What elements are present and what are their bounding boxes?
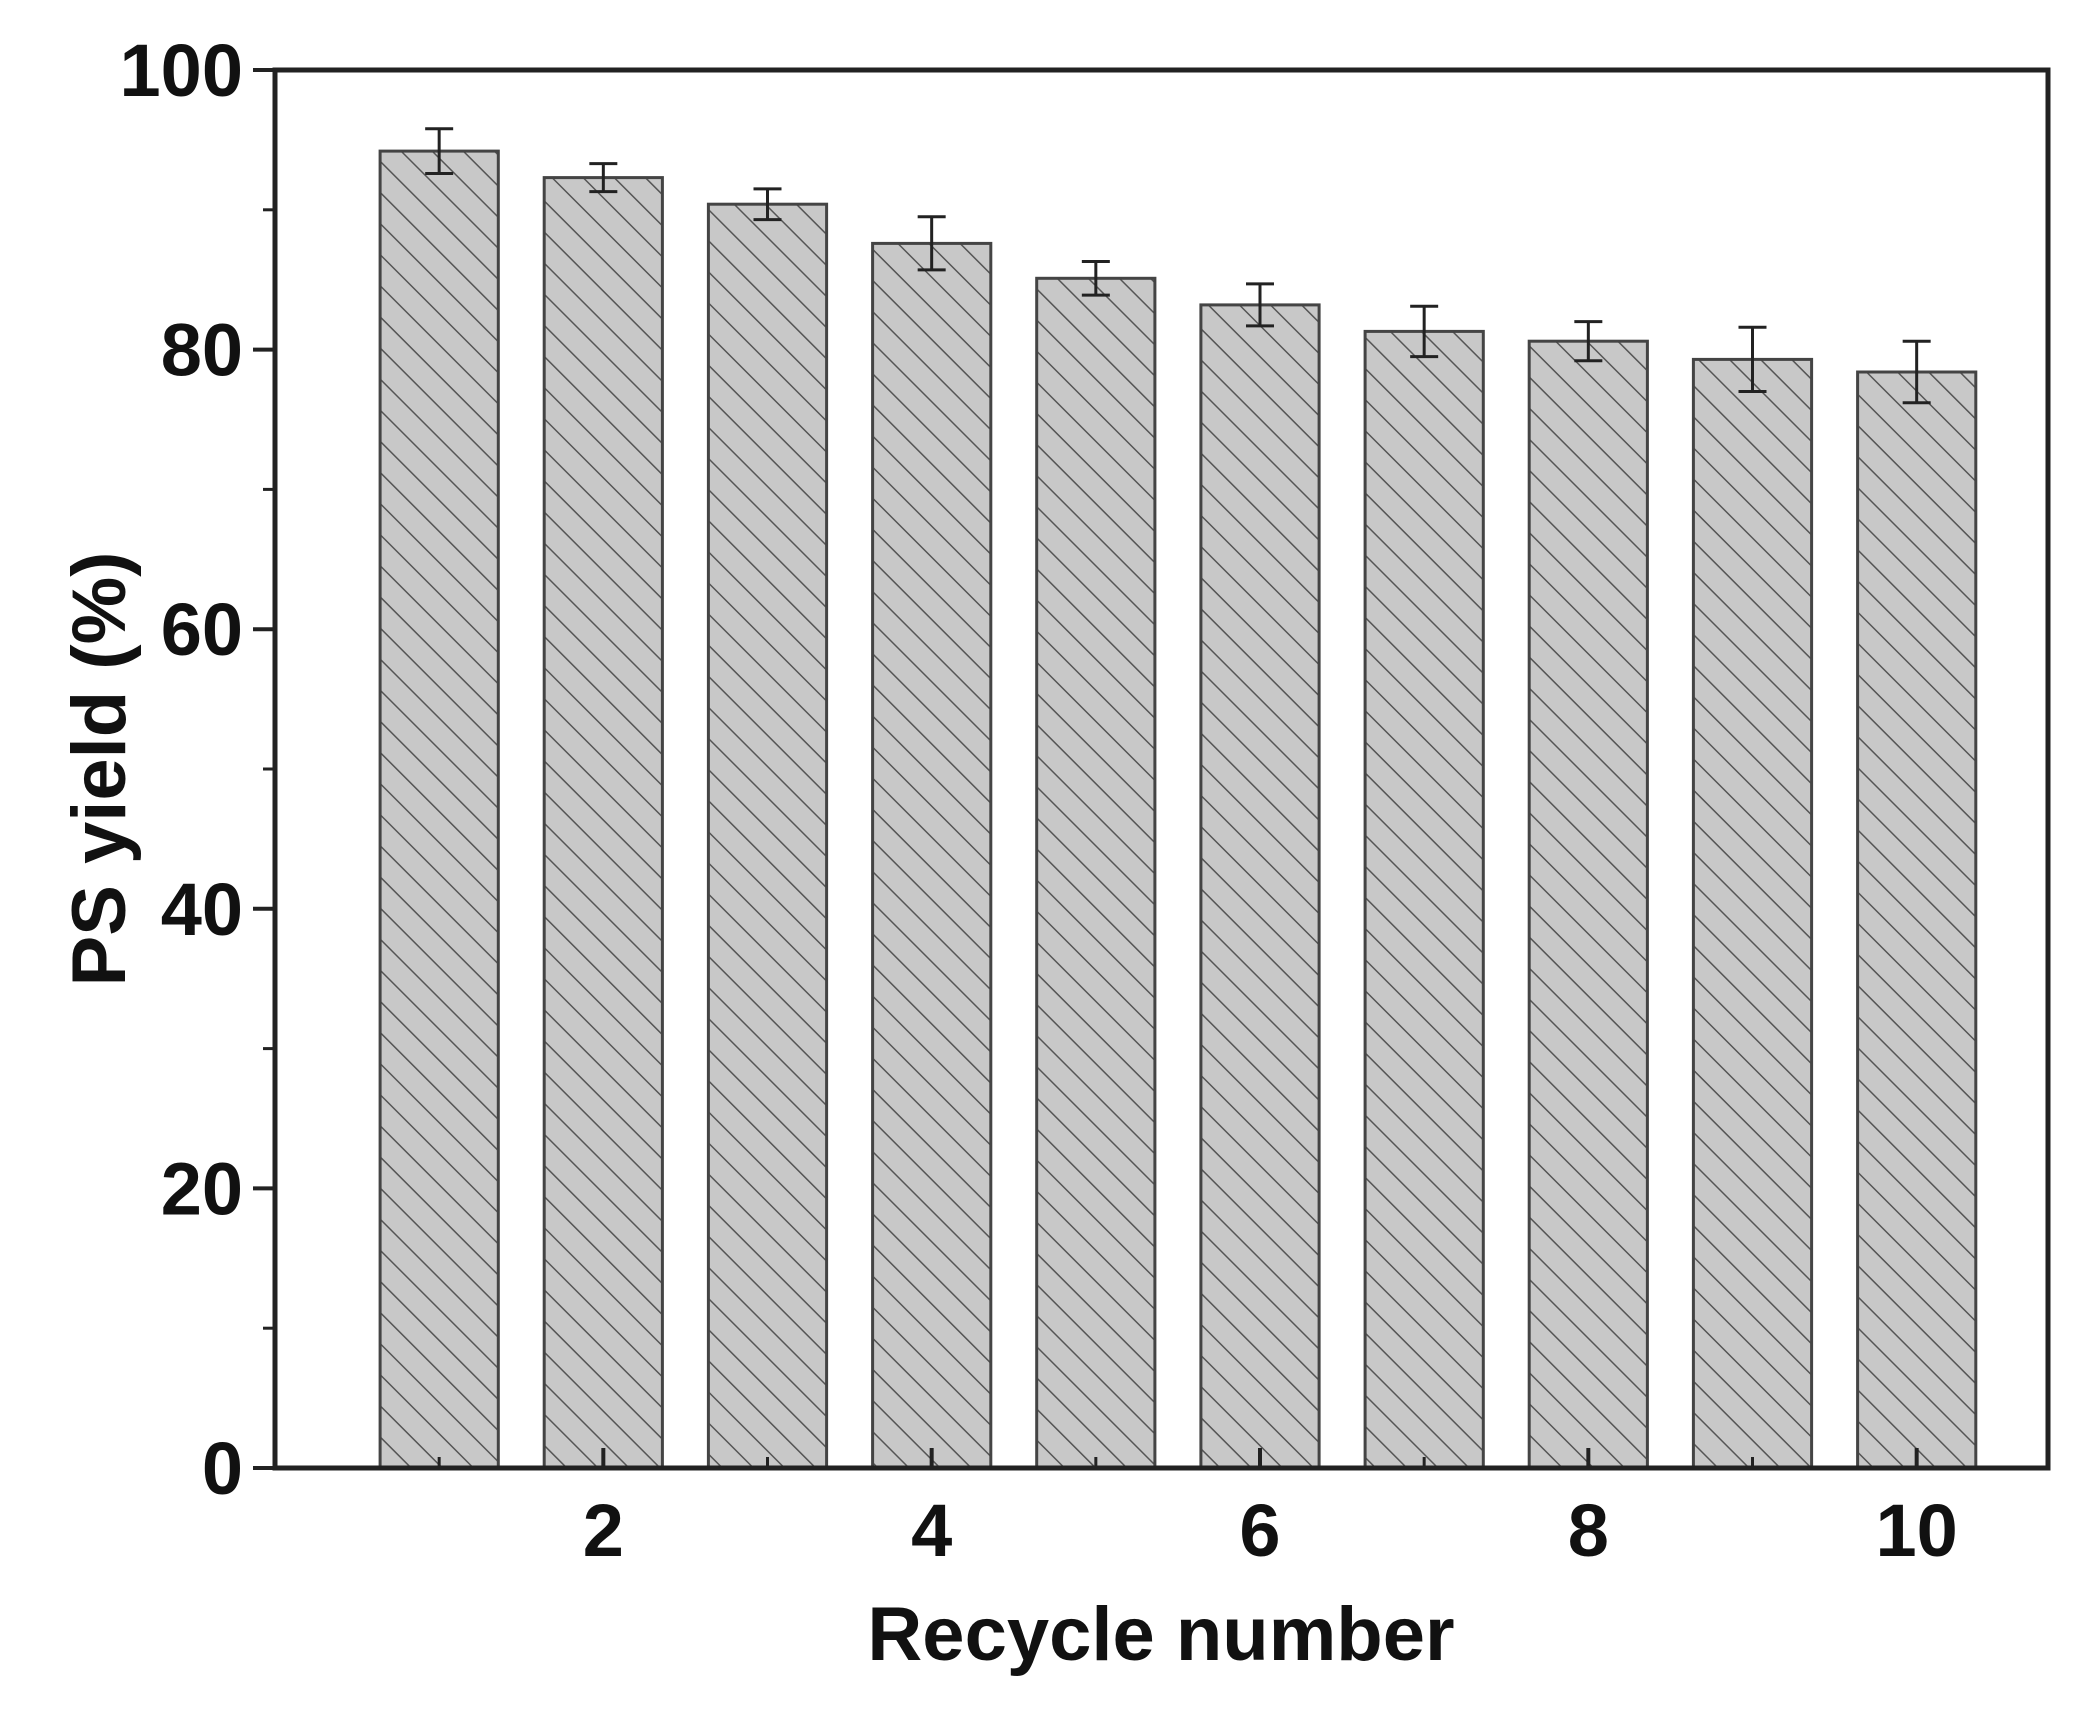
- y-tick-labels: 0 20 40 60 80 100: [120, 29, 243, 1510]
- x-tick-label-8: 8: [1568, 1489, 1609, 1572]
- error-bar-2: [589, 162, 618, 194]
- error-bar-6: [1246, 282, 1274, 328]
- bar-10: [1856, 370, 1978, 1470]
- x-tick-label-2: 2: [583, 1489, 624, 1572]
- bar-3: [706, 202, 829, 1470]
- error-bars-layer: [425, 127, 1931, 405]
- bar-8: [1527, 339, 1649, 1470]
- y-tick-label-60: 60: [161, 588, 243, 671]
- error-bar-5: [1081, 260, 1110, 297]
- bar-7: [1363, 329, 1485, 1470]
- error-bar-3: [753, 187, 782, 222]
- y-tick-label-100: 100: [120, 29, 243, 112]
- error-bar-4: [917, 215, 946, 272]
- y-tick-label-80: 80: [161, 309, 243, 392]
- error-bar-10: [1902, 339, 1931, 405]
- y-tick-label-0: 0: [202, 1427, 243, 1510]
- bar-6: [1199, 303, 1321, 1470]
- axis-ticks-layer: [253, 68, 1919, 1470]
- bar-1: [378, 149, 500, 1470]
- x-axis-title: Recycle number: [867, 1592, 1454, 1677]
- x-tick-label-10: 10: [1876, 1489, 1958, 1572]
- x-tick-labels: 2 4 6 8 10: [583, 1489, 1958, 1572]
- bars-layer: [378, 149, 1978, 1470]
- bar-5: [1035, 276, 1157, 1470]
- error-bar-8: [1574, 320, 1603, 363]
- bar-9: [1691, 357, 1814, 1470]
- y-tick-label-40: 40: [161, 868, 243, 951]
- y-tick-label-20: 20: [161, 1147, 243, 1230]
- bar-4: [871, 241, 993, 1470]
- y-axis-title: PS yield (%): [57, 552, 142, 987]
- error-bar-9: [1738, 325, 1767, 394]
- x-tick-label-6: 6: [1239, 1489, 1280, 1572]
- error-bar-1: [425, 127, 454, 175]
- error-bar-7: [1410, 304, 1439, 359]
- bar-2: [542, 176, 664, 1470]
- x-tick-label-4: 4: [911, 1489, 952, 1572]
